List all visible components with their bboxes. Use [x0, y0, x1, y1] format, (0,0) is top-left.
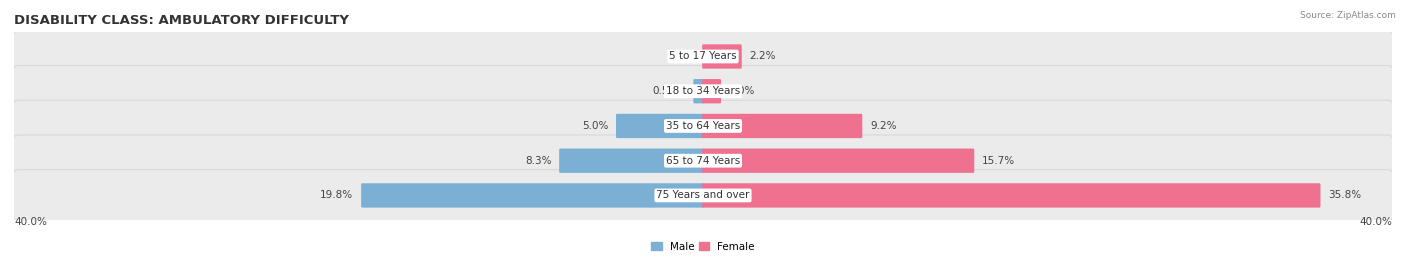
- FancyBboxPatch shape: [13, 31, 1393, 82]
- FancyBboxPatch shape: [361, 183, 704, 208]
- Text: DISABILITY CLASS: AMBULATORY DIFFICULTY: DISABILITY CLASS: AMBULATORY DIFFICULTY: [14, 14, 349, 27]
- FancyBboxPatch shape: [13, 100, 1393, 152]
- FancyBboxPatch shape: [693, 79, 704, 103]
- Text: 0.51%: 0.51%: [652, 86, 686, 96]
- FancyBboxPatch shape: [13, 65, 1393, 117]
- Text: 1.0%: 1.0%: [728, 86, 755, 96]
- Text: 15.7%: 15.7%: [981, 156, 1015, 166]
- Text: 8.3%: 8.3%: [524, 156, 551, 166]
- Text: 75 Years and over: 75 Years and over: [657, 191, 749, 200]
- Text: 40.0%: 40.0%: [1360, 217, 1392, 227]
- FancyBboxPatch shape: [702, 148, 974, 173]
- Text: 9.2%: 9.2%: [870, 121, 897, 131]
- Text: 40.0%: 40.0%: [14, 217, 46, 227]
- FancyBboxPatch shape: [702, 183, 1320, 208]
- FancyBboxPatch shape: [702, 79, 721, 103]
- Text: 35.8%: 35.8%: [1329, 191, 1361, 200]
- Text: Source: ZipAtlas.com: Source: ZipAtlas.com: [1301, 11, 1396, 20]
- Text: 2.2%: 2.2%: [749, 51, 776, 61]
- FancyBboxPatch shape: [702, 114, 862, 138]
- FancyBboxPatch shape: [616, 114, 704, 138]
- FancyBboxPatch shape: [560, 148, 704, 173]
- Text: 35 to 64 Years: 35 to 64 Years: [666, 121, 740, 131]
- FancyBboxPatch shape: [13, 135, 1393, 187]
- FancyBboxPatch shape: [702, 44, 742, 69]
- Text: 5 to 17 Years: 5 to 17 Years: [669, 51, 737, 61]
- Text: 5.0%: 5.0%: [582, 121, 609, 131]
- Legend: Male, Female: Male, Female: [647, 237, 759, 256]
- FancyBboxPatch shape: [13, 170, 1393, 221]
- Text: 0.0%: 0.0%: [668, 51, 695, 61]
- Text: 18 to 34 Years: 18 to 34 Years: [666, 86, 740, 96]
- Text: 19.8%: 19.8%: [321, 191, 353, 200]
- Text: 65 to 74 Years: 65 to 74 Years: [666, 156, 740, 166]
